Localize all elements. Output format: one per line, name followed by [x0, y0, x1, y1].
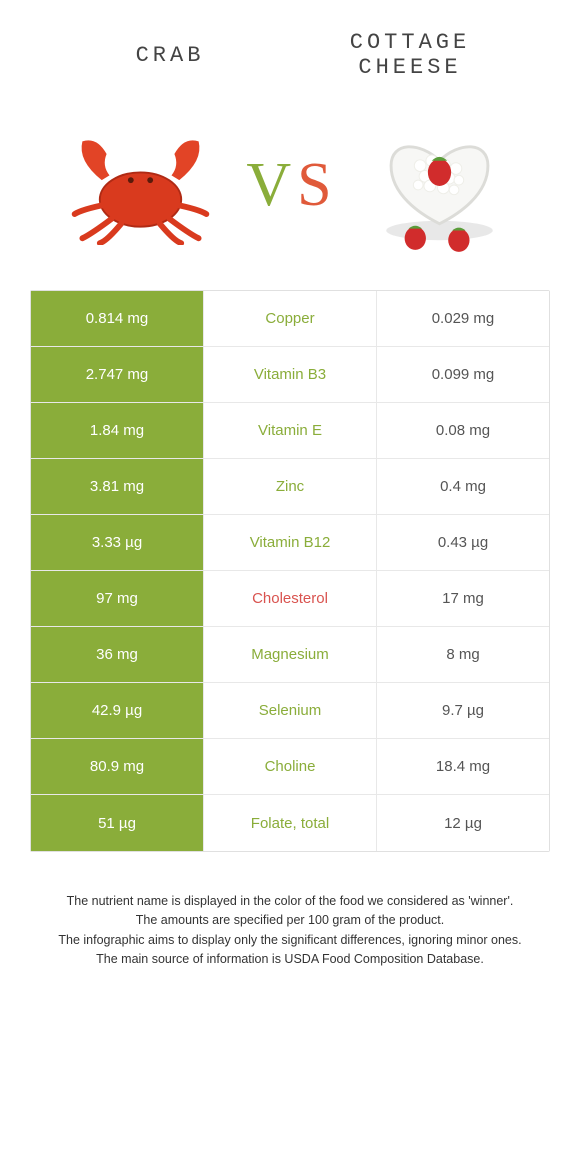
- left-food-image: [60, 110, 220, 260]
- right-value-cell: 0.029 mg: [376, 291, 549, 346]
- cottage-cheese-icon: [362, 110, 517, 260]
- nutrient-row: 97 mgCholesterol17 mg: [31, 571, 549, 627]
- vs-label: VS: [246, 150, 333, 221]
- left-food-title: CRAB: [50, 43, 290, 68]
- right-value-cell: 9.7 µg: [376, 683, 549, 738]
- left-value-cell: 36 mg: [31, 627, 204, 682]
- right-value-cell: 12 µg: [376, 795, 549, 851]
- nutrient-name-cell: Choline: [204, 739, 376, 794]
- left-value-cell: 51 µg: [31, 795, 204, 851]
- nutrient-row: 51 µgFolate, total12 µg: [31, 795, 549, 851]
- nutrient-name-cell: Vitamin E: [204, 403, 376, 458]
- nutrient-row: 1.84 mgVitamin E0.08 mg: [31, 403, 549, 459]
- nutrient-name-cell: Vitamin B12: [204, 515, 376, 570]
- nutrient-table: 0.814 mgCopper0.029 mg2.747 mgVitamin B3…: [30, 290, 550, 852]
- nutrient-row: 42.9 µgSelenium9.7 µg: [31, 683, 549, 739]
- left-value-cell: 97 mg: [31, 571, 204, 626]
- titles-row: CRAB COTTAGE CHEESE: [30, 30, 550, 100]
- left-value-cell: 1.84 mg: [31, 403, 204, 458]
- vs-s: S: [297, 150, 333, 221]
- nutrient-name-cell: Folate, total: [204, 795, 376, 851]
- right-value-cell: 0.08 mg: [376, 403, 549, 458]
- left-value-cell: 3.33 µg: [31, 515, 204, 570]
- hero-row: VS: [30, 100, 550, 290]
- footnote-line: The amounts are specified per 100 gram o…: [50, 911, 530, 930]
- nutrient-name-cell: Vitamin B3: [204, 347, 376, 402]
- right-value-cell: 0.4 mg: [376, 459, 549, 514]
- left-value-cell: 80.9 mg: [31, 739, 204, 794]
- nutrient-name-cell: Magnesium: [204, 627, 376, 682]
- infographic-container: CRAB COTTAGE CHEESE: [0, 0, 580, 990]
- nutrient-row: 0.814 mgCopper0.029 mg: [31, 291, 549, 347]
- nutrient-row: 36 mgMagnesium8 mg: [31, 627, 549, 683]
- left-value-cell: 42.9 µg: [31, 683, 204, 738]
- footnote-line: The main source of information is USDA F…: [50, 950, 530, 969]
- nutrient-name-cell: Selenium: [204, 683, 376, 738]
- right-food-image: [360, 110, 520, 260]
- nutrient-name-cell: Zinc: [204, 459, 376, 514]
- left-value-cell: 0.814 mg: [31, 291, 204, 346]
- footnote: The nutrient name is displayed in the co…: [30, 852, 550, 970]
- nutrient-row: 3.33 µgVitamin B120.43 µg: [31, 515, 549, 571]
- right-value-cell: 17 mg: [376, 571, 549, 626]
- right-value-cell: 0.099 mg: [376, 347, 549, 402]
- footnote-line: The infographic aims to display only the…: [50, 931, 530, 950]
- nutrient-row: 80.9 mgCholine18.4 mg: [31, 739, 549, 795]
- footnote-line: The nutrient name is displayed in the co…: [50, 892, 530, 911]
- right-food-title: COTTAGE CHEESE: [290, 30, 530, 80]
- nutrient-name-cell: Copper: [204, 291, 376, 346]
- vs-v: V: [246, 150, 293, 221]
- right-value-cell: 8 mg: [376, 627, 549, 682]
- left-value-cell: 2.747 mg: [31, 347, 204, 402]
- nutrient-row: 2.747 mgVitamin B30.099 mg: [31, 347, 549, 403]
- crab-icon: [63, 125, 218, 245]
- nutrient-row: 3.81 mgZinc0.4 mg: [31, 459, 549, 515]
- right-value-cell: 18.4 mg: [376, 739, 549, 794]
- nutrient-name-cell: Cholesterol: [204, 571, 376, 626]
- left-value-cell: 3.81 mg: [31, 459, 204, 514]
- right-value-cell: 0.43 µg: [376, 515, 549, 570]
